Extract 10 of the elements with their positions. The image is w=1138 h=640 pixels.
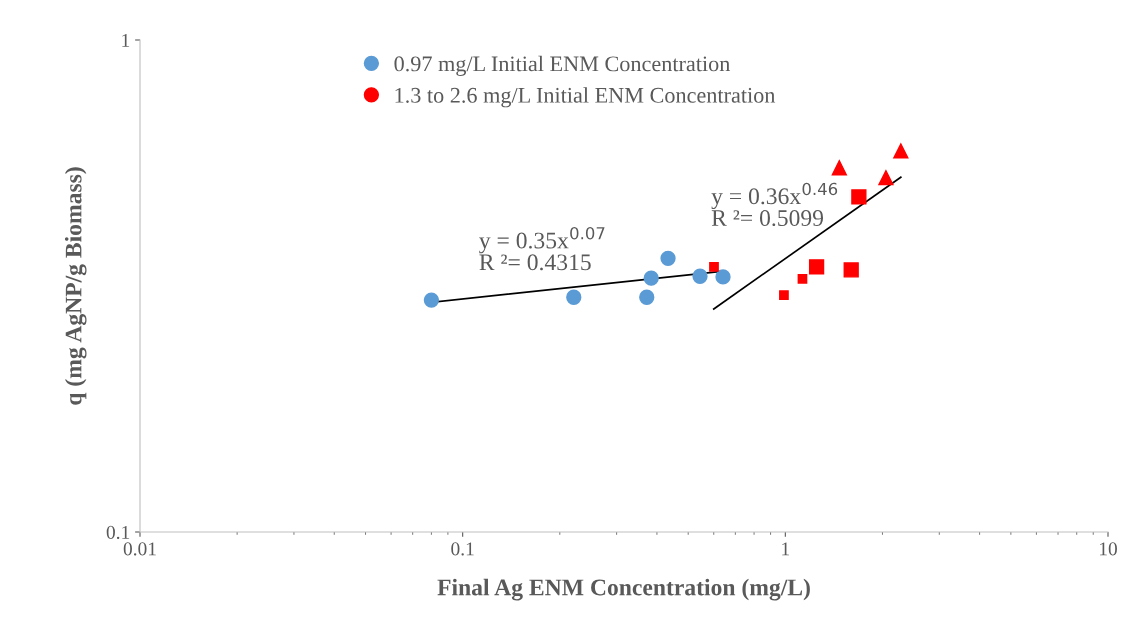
x-tick-label: 0.01 [123, 542, 156, 556]
y-axis-title: q (mg AgNP/g Biomass) [64, 167, 87, 405]
x-axis-title: Final Ag ENM Concentration (mg/L) [437, 578, 810, 601]
annotation: y = 0.35x$^{0.07}$ R ²= 0.4315 [479, 226, 605, 271]
annotation: y = 0.36x$^{0.46}$ R ²= 0.5099 [711, 182, 838, 227]
legend-label: 0.97 mg/L Initial ENM Concentration [394, 55, 731, 76]
x-tick-label: 10 [1099, 542, 1117, 556]
legend-label: 1.3 to 2.6 mg/L Initial ENM Concentration [395, 87, 776, 108]
x-tick-label: 0.1 [451, 542, 474, 556]
x-tick-label: 1 [782, 542, 790, 556]
